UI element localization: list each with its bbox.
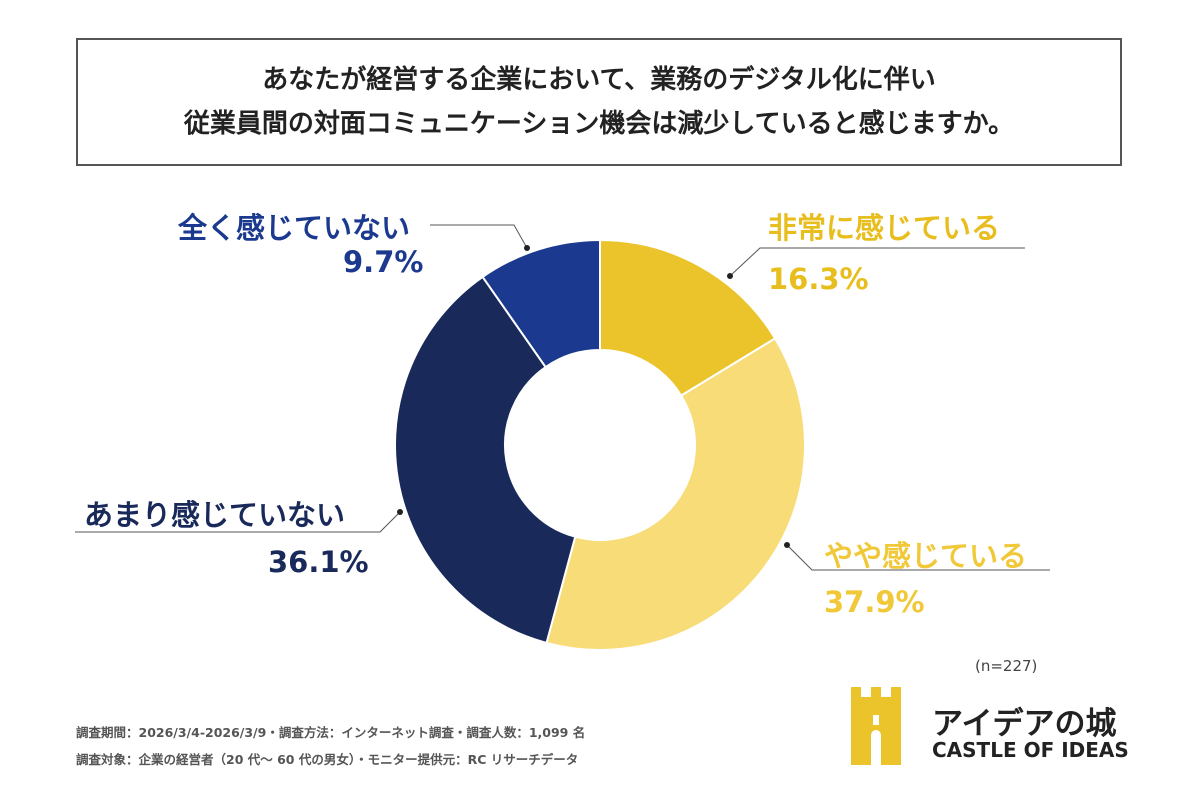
survey-note-2: 調査対象：企業の経営者（20 代～ 60 代の男女）・モニター提供元：RC リサ… bbox=[76, 752, 579, 767]
leader-line-2 bbox=[75, 511, 401, 533]
donut-slice-1 bbox=[545, 337, 806, 651]
value-label-2: 36.1% bbox=[268, 545, 369, 579]
sample-size: (n=227) bbox=[975, 657, 1038, 675]
donut-slice-3 bbox=[481, 238, 601, 369]
label-category-1: やや感じている bbox=[824, 539, 1028, 573]
title-line-1: あなたが経営する企業において、業務のデジタル化に伴い bbox=[262, 65, 936, 95]
title-line-2: 従業員間の対面コミュニケーション機会は減少していると感じますか。 bbox=[183, 109, 1015, 139]
leader-dot-1 bbox=[784, 542, 790, 548]
value-label-1: 37.9% bbox=[824, 585, 925, 619]
label-category-2: あまり感じていない bbox=[84, 498, 346, 532]
survey-note-1: 調査期間：2026/3/4-2026/3/9・調査方法：インターネット調査・調査… bbox=[76, 725, 586, 740]
leader-dot-3 bbox=[524, 245, 530, 251]
leader-line-1 bbox=[786, 544, 1050, 571]
leader-dot-0 bbox=[727, 273, 733, 279]
leader-dot-2 bbox=[397, 509, 403, 515]
donut-slice-0 bbox=[599, 238, 777, 397]
question-title-box: あなたが経営する企業において、業務のデジタル化に伴い 従業員間の対面コミュニケー… bbox=[76, 38, 1122, 166]
leader-line-3 bbox=[430, 224, 528, 249]
label-category-0: 非常に感じている bbox=[768, 211, 1001, 245]
logo-en-text: CASTLE OF IDEAS bbox=[932, 738, 1129, 762]
donut-slice-2 bbox=[394, 275, 577, 645]
value-label-3: 9.7% bbox=[343, 245, 424, 279]
logo-jp-text: アイデアの城 bbox=[932, 706, 1117, 742]
value-label-0: 16.3% bbox=[768, 262, 869, 296]
label-category-3: 全く感じていない bbox=[178, 211, 411, 245]
leader-line-0 bbox=[729, 247, 1025, 277]
